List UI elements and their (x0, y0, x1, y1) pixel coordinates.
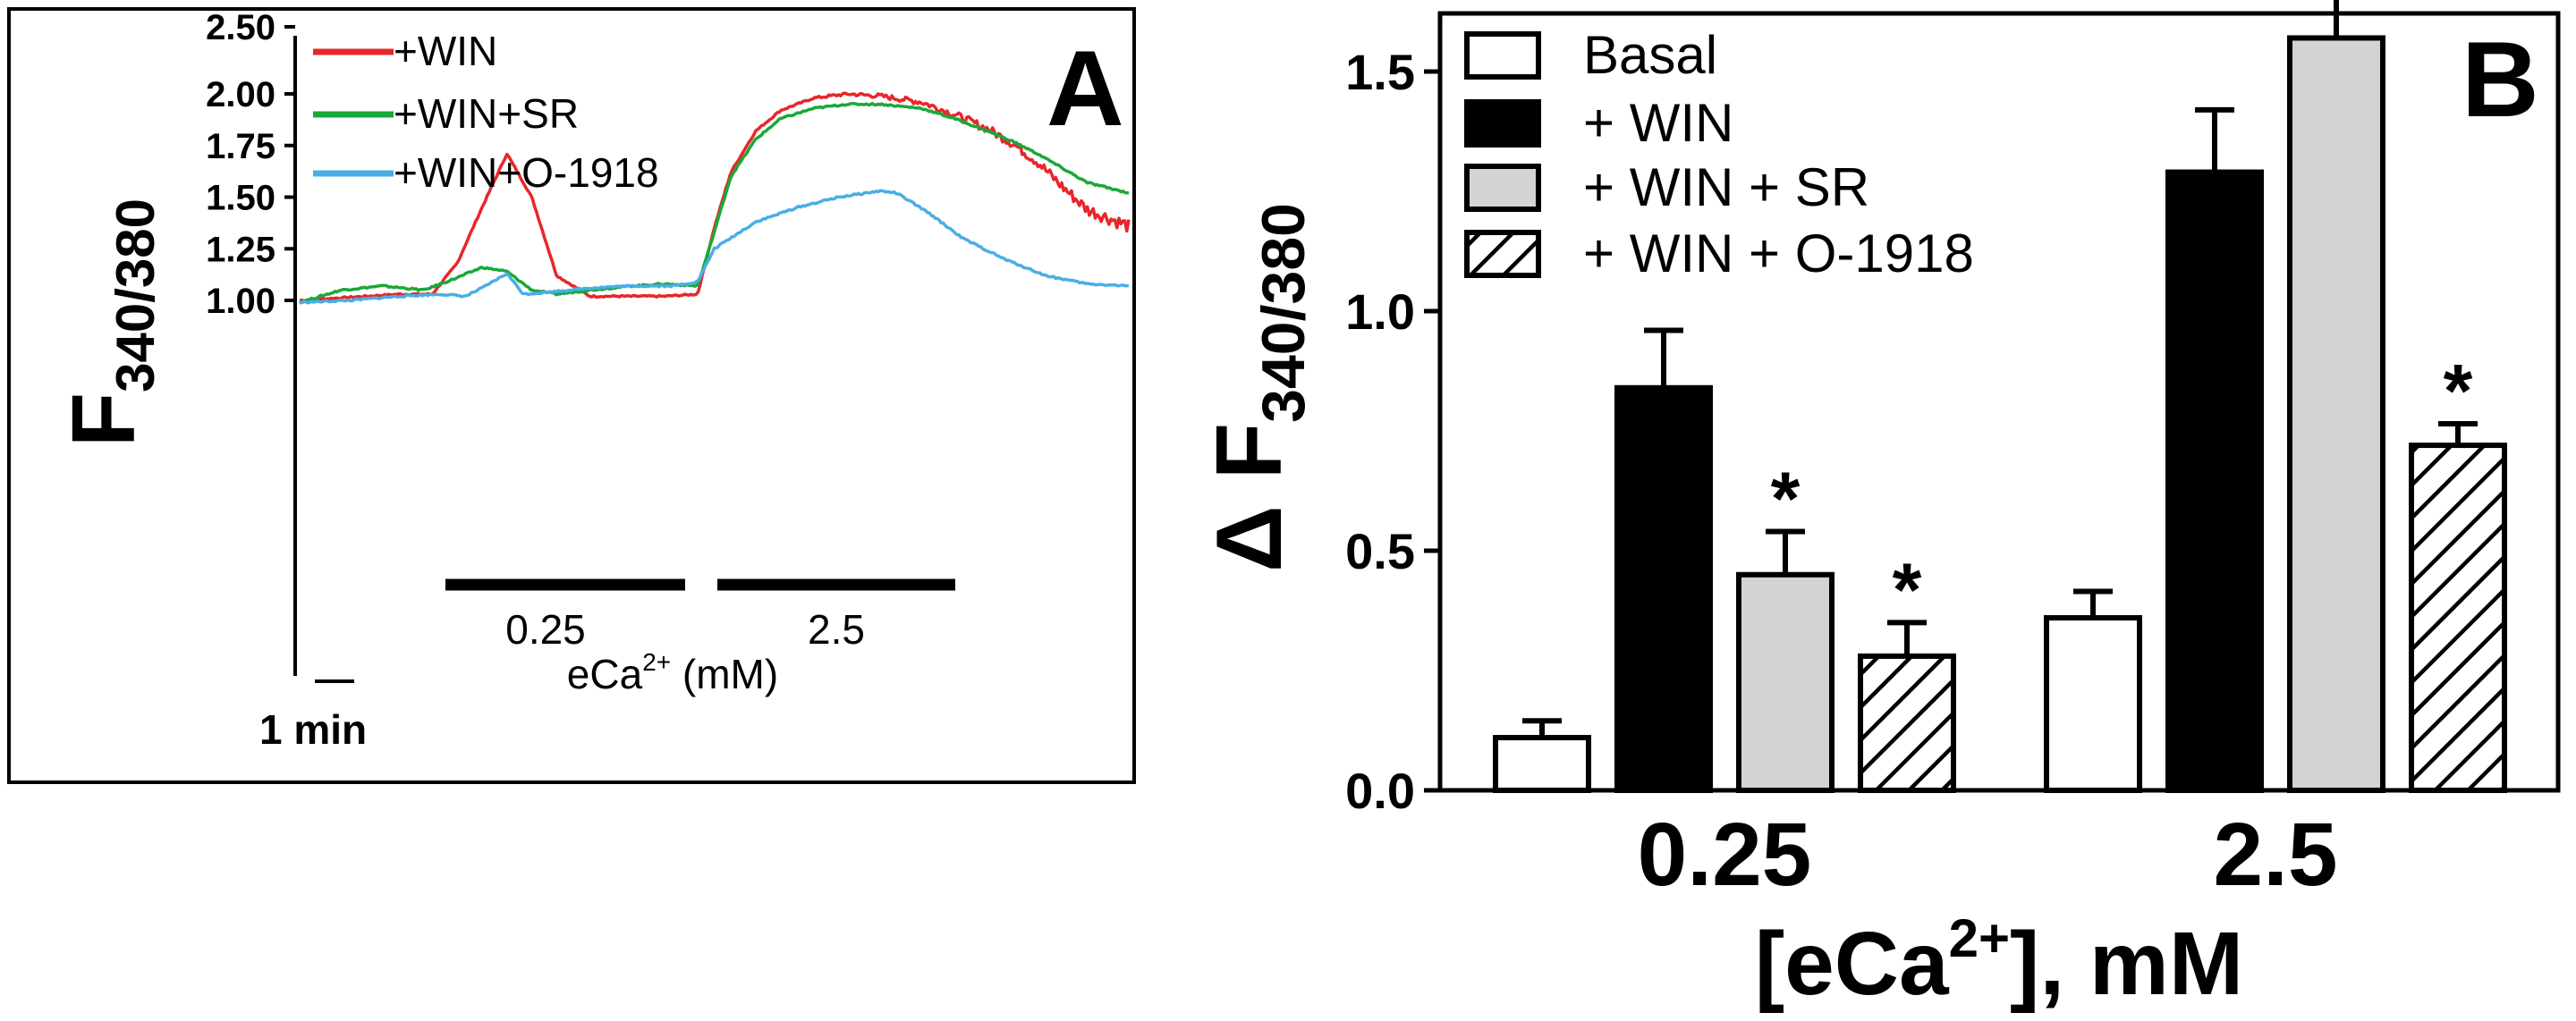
legend-b-label: + WIN + O-1918 (1583, 224, 1974, 283)
bar-hatch-0-25 (1858, 653, 1956, 793)
trace-win-o1918 (299, 189, 1130, 305)
panel-b-y-ticks: 0.0 0.5 1.0 1.5 (1345, 44, 1440, 819)
trace-win-sr (299, 101, 1130, 305)
panel-b-x-label-post: ], mM (2010, 914, 2243, 1014)
significance-star: * (1771, 457, 1801, 541)
legend-a-label-win-o1918: +WIN+O-1918 (394, 149, 659, 196)
panel-a-y-label-main: F (54, 392, 154, 447)
panel-b-ytick-label: 1.5 (1345, 44, 1415, 100)
panel-a-y-label: F340/380 (54, 198, 165, 447)
panel-b-y-label: Δ F340/380 (1198, 203, 1318, 572)
svg-text:F340/380: F340/380 (54, 198, 165, 447)
significance-star: * (2444, 349, 2473, 433)
panel-a-ytick-label: 1.50 (206, 179, 275, 218)
legend-a-label-win: +WIN (394, 28, 497, 74)
panel-a-ytick-label: 2.00 (206, 75, 275, 114)
panel-a-periods: 0.25 2.5 eCa2+ (mM) (445, 578, 955, 697)
bar-white-2-5 (2044, 615, 2142, 793)
panel-a-ytick-label: 2.50 (206, 8, 275, 47)
panel-b-letter: B (2462, 20, 2539, 139)
bar-gray-0-25 (1736, 571, 1835, 793)
panel-b-ytick-label: 0.0 (1345, 763, 1415, 819)
panel-b-x-label-pre: [eCa (1755, 914, 1950, 1014)
panel-a-y-ticks: 1.00 1.25 1.50 1.75 2.00 2.50 (206, 8, 295, 321)
bar-gray-2-5 (2287, 35, 2385, 794)
panel-a-x-label: eCa2+ (mM) (567, 648, 778, 697)
panel-b-frame (1437, 11, 2561, 793)
panel-b-x-ticks: 0.25 2.5 (1638, 805, 2338, 905)
panel-b-y-label-main: Δ F (1198, 423, 1301, 572)
panel-b: B 0.0 0.5 1.0 1.5 * * * 0.25 2.5 Δ F340/380 [e… (1198, 0, 2561, 1014)
panel-b-bars: * * * (1493, 0, 2507, 794)
legend-b-label: Basal (1583, 25, 1717, 85)
time-scale-label: 1 min (259, 706, 367, 753)
panel-a-ytick-label: 1.25 (206, 230, 275, 269)
period-label-2-5: 2.5 (808, 606, 865, 653)
panel-a-x-label-unit: (mM) (671, 651, 778, 697)
panel-a-ytick-label: 1.00 (206, 282, 275, 321)
significance-star: * (1893, 547, 1922, 631)
panel-b-ytick-label: 0.5 (1345, 523, 1415, 579)
panel-b-y-label-sub: 340/380 (1250, 203, 1318, 423)
panel-b-x-label: [eCa2+], mM (1755, 908, 2243, 1014)
legend-b-swatch (1464, 99, 1541, 148)
panel-a-frame (7, 7, 1136, 784)
panel-a-ytick-label: 1.75 (206, 127, 275, 166)
panel-a-y-label-sub: 340/380 (106, 198, 165, 392)
panel-b-category-label: 0.25 (1638, 805, 1812, 905)
panel-a-legend: +WIN +WIN+SR +WIN+O-1918 (313, 28, 659, 196)
legend-b-swatch (1464, 230, 1541, 278)
legend-b-label: + WIN (1583, 93, 1733, 153)
panel-a: A 1.00 1.25 1.50 1.75 2.00 2.50 F340/380 +WIN… (7, 7, 1136, 784)
legend-b-swatch (1464, 164, 1541, 212)
legend-b-swatch (1464, 31, 1541, 80)
panel-b-ytick-label: 1.0 (1345, 283, 1415, 340)
panel-b-legend: Basal + WIN+ WIN + SR + WIN + O-1918 (1464, 25, 1974, 283)
bar-black-2-5 (2165, 169, 2264, 793)
bar-white-0-25 (1493, 735, 1591, 793)
panel-a-x-label-base: eCa (567, 651, 643, 697)
panel-b-category-label: 2.5 (2213, 805, 2337, 905)
svg-text:Δ F340/380: Δ F340/380 (1198, 203, 1318, 572)
panel-a-letter: A (1046, 29, 1124, 148)
period-label-0-25: 0.25 (505, 606, 586, 653)
panel-b-x-label-sup: 2+ (1949, 908, 2010, 968)
panel-a-traces (299, 91, 1131, 305)
legend-a-label-win-sr: +WIN+SR (394, 90, 579, 137)
panel-a-x-label-sup: 2+ (642, 648, 671, 676)
bar-hatch-2-5 (2409, 443, 2507, 793)
legend-b-label: + WIN + SR (1583, 157, 1869, 217)
bar-black-0-25 (1614, 384, 1713, 793)
